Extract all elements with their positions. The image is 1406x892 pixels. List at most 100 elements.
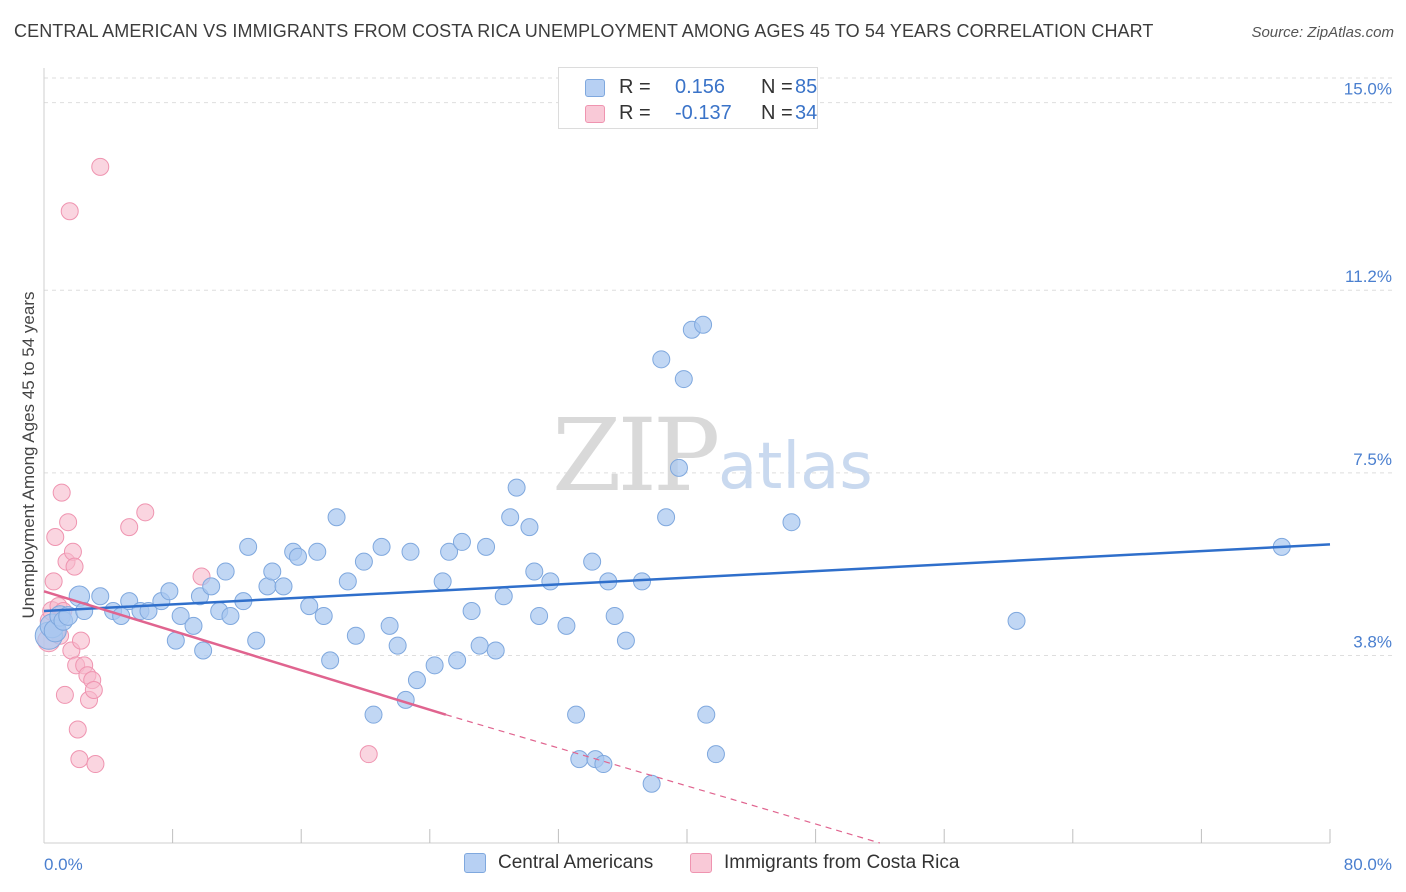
central-american-point	[462, 602, 481, 621]
r-value: 0.156	[675, 76, 726, 98]
trend-lines	[43, 543, 1331, 844]
n-value: 85	[795, 76, 818, 98]
central-american-point	[525, 562, 544, 581]
costa-rica-point	[55, 685, 74, 704]
watermark: ZIP atlas	[552, 397, 873, 514]
y-tick-label: 7.5%	[1353, 450, 1392, 469]
costa-rica-points	[37, 157, 378, 774]
central-american-point	[300, 597, 319, 616]
central-american-point	[557, 616, 576, 635]
central-american-point	[694, 315, 713, 334]
central-american-point	[583, 552, 602, 571]
central-american-point	[321, 651, 340, 670]
x-tick-label: 0.0%	[44, 855, 83, 874]
source-label: Source: ZipAtlas.com	[1251, 24, 1394, 41]
central-american-points	[34, 315, 1291, 793]
costa-rica-point	[65, 557, 84, 576]
costa-rica-point	[63, 542, 82, 561]
central-american-trend-line	[43, 543, 1331, 613]
central-american-point	[372, 537, 391, 556]
central-american-point	[327, 508, 346, 527]
n-label: N =	[761, 76, 793, 98]
central-american-point	[674, 370, 693, 389]
central-american-point	[91, 587, 110, 606]
y-axis-label: Unemployment Among Ages 45 to 54 years	[19, 292, 38, 619]
central-american-point	[274, 577, 293, 596]
central-american-point	[1007, 611, 1026, 630]
costa-rica-point	[68, 720, 87, 739]
costa-rica-trend-line	[43, 590, 447, 716]
central-american-point	[314, 606, 333, 625]
x-tick-label: 80.0%	[1344, 855, 1392, 874]
central-american-point	[346, 626, 365, 645]
costa-rica-point	[71, 631, 90, 650]
correlation-legend: R = 0.156 N = 85 R = -0.137 N = 34	[558, 67, 818, 129]
central-american-point	[433, 572, 452, 591]
central-american-point	[221, 606, 240, 625]
central-american-point	[605, 606, 624, 625]
central-american-point	[494, 587, 513, 606]
central-american-point	[184, 616, 203, 635]
central-american-point	[216, 562, 235, 581]
pink-swatch	[585, 105, 605, 123]
central-american-point	[530, 606, 549, 625]
central-american-point	[616, 631, 635, 650]
central-american-point	[501, 508, 520, 527]
central-american-point	[782, 513, 801, 532]
legend-label: Central Americans	[498, 852, 654, 873]
central-american-point	[354, 552, 373, 571]
central-american-point	[706, 745, 725, 764]
central-american-point	[401, 542, 420, 561]
axis-layer: 3.8% 7.5% 11.2% 15.0% 0.0% 80.0%	[43, 68, 1392, 874]
costa-rica-point	[52, 483, 71, 502]
grid-layer	[44, 77, 1392, 656]
central-american-point	[477, 537, 496, 556]
central-american-point	[380, 616, 399, 635]
central-american-point	[160, 582, 179, 601]
r-label: R =	[619, 76, 651, 98]
costa-rica-point	[60, 202, 79, 221]
central-american-point	[364, 705, 383, 724]
central-american-point	[486, 641, 505, 660]
central-american-point	[507, 478, 526, 497]
costa-rica-point	[86, 755, 105, 774]
r-label: R =	[619, 102, 651, 124]
costa-rica-point	[136, 503, 155, 522]
central-american-point	[570, 750, 589, 769]
watermark-zip: ZIP	[552, 397, 717, 514]
central-american-point	[407, 671, 426, 690]
chart-title: CENTRAL AMERICAN VS IMMIGRANTS FROM COST…	[14, 21, 1154, 41]
y-tick-label: 15.0%	[1344, 80, 1392, 99]
n-label: N =	[761, 102, 793, 124]
watermark-atlas: atlas	[718, 430, 873, 504]
r-value: -0.137	[675, 102, 732, 124]
central-american-point	[520, 518, 539, 537]
central-american-point	[194, 641, 213, 660]
central-american-point	[171, 606, 190, 625]
central-american-point	[541, 572, 560, 591]
costa-rica-point	[70, 750, 89, 769]
central-american-point	[448, 651, 467, 670]
central-american-point	[594, 755, 613, 774]
central-american-point	[470, 636, 489, 655]
costa-rica-point	[84, 681, 103, 699]
central-american-point	[652, 350, 671, 369]
costa-rica-point	[120, 518, 139, 537]
costa-rica-trend-extension	[445, 714, 881, 844]
central-american-point	[567, 705, 586, 724]
costa-rica-point	[46, 528, 65, 546]
central-american-point	[263, 562, 282, 581]
central-american-point	[308, 542, 327, 561]
costa-rica-point	[359, 745, 378, 764]
costa-rica-point	[59, 513, 78, 532]
central-american-point	[239, 537, 258, 556]
y-tick-label: 11.2%	[1345, 267, 1392, 286]
central-american-point	[697, 705, 716, 724]
central-american-point	[247, 631, 266, 650]
blue-swatch	[585, 79, 605, 97]
costa-rica-point	[44, 572, 63, 591]
legend-label: Immigrants from Costa Rica	[724, 852, 960, 873]
central-american-point	[657, 508, 676, 527]
costa-rica-point	[91, 157, 110, 176]
central-american-point	[440, 542, 459, 561]
